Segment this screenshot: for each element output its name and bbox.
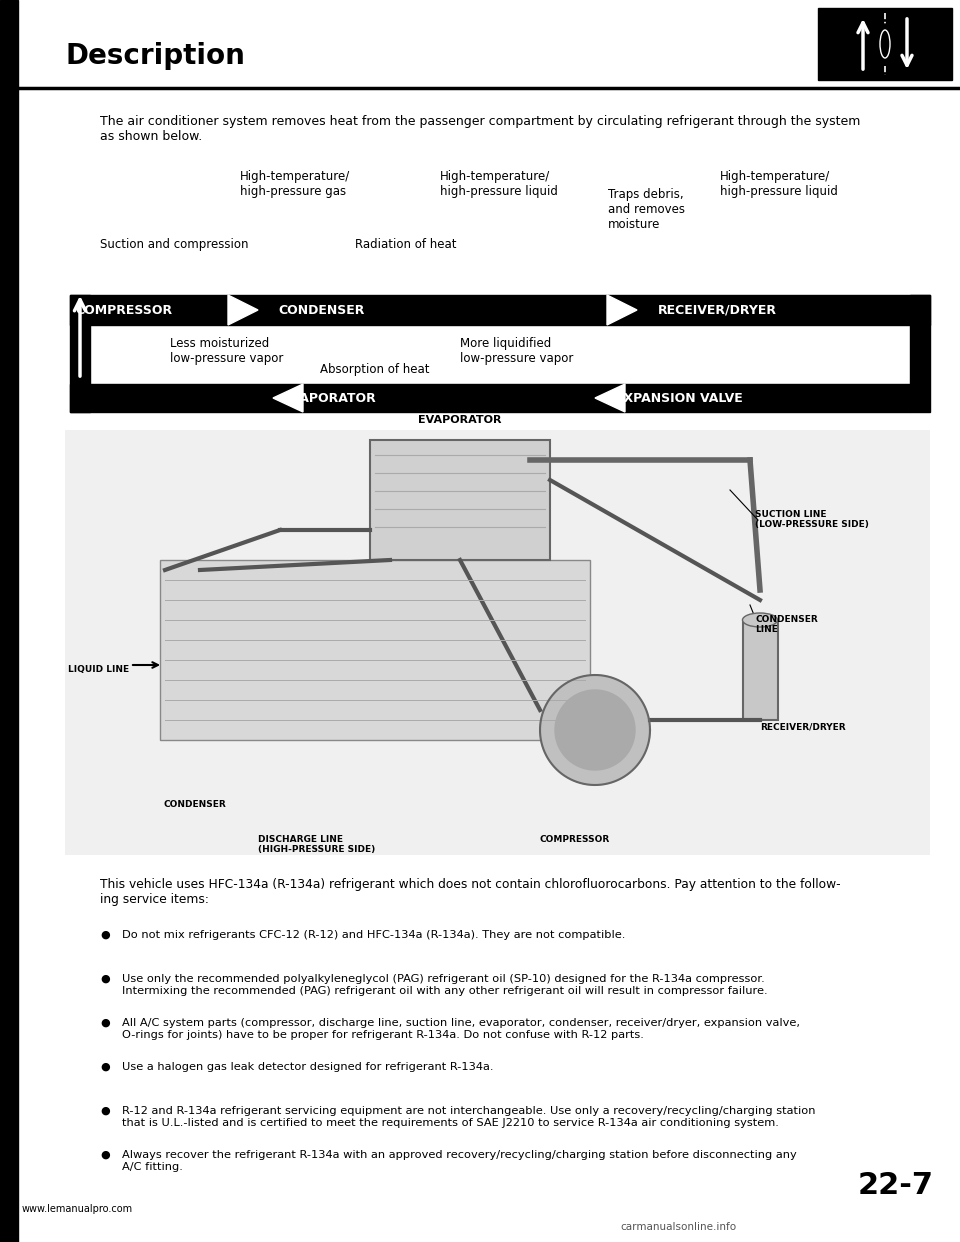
- Polygon shape: [228, 296, 258, 325]
- Text: CONDENSER
LINE: CONDENSER LINE: [755, 615, 818, 635]
- Text: The air conditioner system removes heat from the passenger compartment by circul: The air conditioner system removes heat …: [100, 116, 860, 143]
- Polygon shape: [555, 691, 635, 770]
- Text: High-temperature/
high-pressure liquid: High-temperature/ high-pressure liquid: [440, 170, 558, 197]
- Text: DISCHARGE LINE
(HIGH-PRESSURE SIDE): DISCHARGE LINE (HIGH-PRESSURE SIDE): [258, 835, 375, 854]
- Polygon shape: [273, 384, 303, 412]
- Polygon shape: [607, 296, 637, 325]
- Text: carmanualsonline.info: carmanualsonline.info: [620, 1222, 736, 1232]
- Text: COMPRESSOR: COMPRESSOR: [75, 303, 172, 317]
- Text: Use only the recommended polyalkyleneglycol (PAG) refrigerant oil (SP-10) design: Use only the recommended polyalkylenegly…: [122, 974, 768, 996]
- Text: Description: Description: [65, 42, 245, 70]
- Text: ●: ●: [100, 974, 109, 984]
- Text: SUCTION LINE
(LOW-PRESSURE SIDE): SUCTION LINE (LOW-PRESSURE SIDE): [755, 510, 869, 529]
- Text: www.lemanualpro.com: www.lemanualpro.com: [22, 1203, 133, 1213]
- Bar: [818, 7, 952, 79]
- Bar: [65, 430, 930, 854]
- Text: Do not mix refrigerants CFC-12 (R-12) and HFC-134a (R-134a). They are not compat: Do not mix refrigerants CFC-12 (R-12) an…: [122, 930, 625, 940]
- Text: Absorption of heat: Absorption of heat: [320, 363, 429, 376]
- Text: Suction and compression: Suction and compression: [100, 238, 249, 251]
- Bar: [70, 296, 930, 325]
- Bar: [370, 440, 550, 560]
- Text: 22-7: 22-7: [858, 1171, 934, 1200]
- Text: R-12 and R-134a refrigerant servicing equipment are not interchangeable. Use onl: R-12 and R-134a refrigerant servicing eq…: [122, 1105, 815, 1128]
- Bar: [743, 620, 778, 720]
- Text: Use a halogen gas leak detector designed for refrigerant R-134a.: Use a halogen gas leak detector designed…: [122, 1062, 493, 1072]
- Text: This vehicle uses HFC-134a (R-134a) refrigerant which does not contain chloroflu: This vehicle uses HFC-134a (R-134a) refr…: [100, 878, 841, 905]
- Text: More liquidified
low-pressure vapor: More liquidified low-pressure vapor: [460, 337, 573, 365]
- Text: RECEIVER/DRYER: RECEIVER/DRYER: [658, 303, 777, 317]
- Text: Less moisturized
low-pressure vapor: Less moisturized low-pressure vapor: [170, 337, 283, 365]
- Polygon shape: [595, 384, 625, 412]
- Text: ●: ●: [100, 1018, 109, 1028]
- Bar: [70, 384, 910, 412]
- Text: Traps debris,
and removes
moisture: Traps debris, and removes moisture: [608, 188, 685, 231]
- Ellipse shape: [742, 614, 778, 627]
- Text: COMPRESSOR: COMPRESSOR: [540, 835, 611, 845]
- Bar: [160, 560, 590, 740]
- Text: Radiation of heat: Radiation of heat: [355, 238, 457, 251]
- Text: LIQUID LINE: LIQUID LINE: [68, 664, 130, 674]
- Text: EVAPORATOR: EVAPORATOR: [419, 415, 502, 425]
- Text: ●: ●: [100, 930, 109, 940]
- Bar: [0, 0, 18, 1242]
- Text: High-temperature/
high-pressure liquid: High-temperature/ high-pressure liquid: [720, 170, 838, 197]
- Text: ●: ●: [100, 1105, 109, 1117]
- Ellipse shape: [878, 24, 892, 65]
- Text: CONDENSER: CONDENSER: [163, 800, 226, 809]
- Text: RECEIVER/DRYER: RECEIVER/DRYER: [760, 723, 846, 732]
- Text: Always recover the refrigerant R-134a with an approved recovery/recycling/chargi: Always recover the refrigerant R-134a wi…: [122, 1150, 797, 1171]
- Text: All A/C system parts (compressor, discharge line, suction line, evaporator, cond: All A/C system parts (compressor, discha…: [122, 1018, 800, 1040]
- Text: ●: ●: [100, 1150, 109, 1160]
- Bar: [70, 296, 90, 412]
- Text: EXPANSION VALVE: EXPANSION VALVE: [615, 391, 743, 405]
- Text: High-temperature/
high-pressure gas: High-temperature/ high-pressure gas: [240, 170, 350, 197]
- Polygon shape: [540, 674, 650, 785]
- Text: ●: ●: [100, 1062, 109, 1072]
- Text: CONDENSER: CONDENSER: [278, 303, 365, 317]
- Text: EVAPORATOR: EVAPORATOR: [283, 391, 376, 405]
- Bar: [910, 296, 930, 412]
